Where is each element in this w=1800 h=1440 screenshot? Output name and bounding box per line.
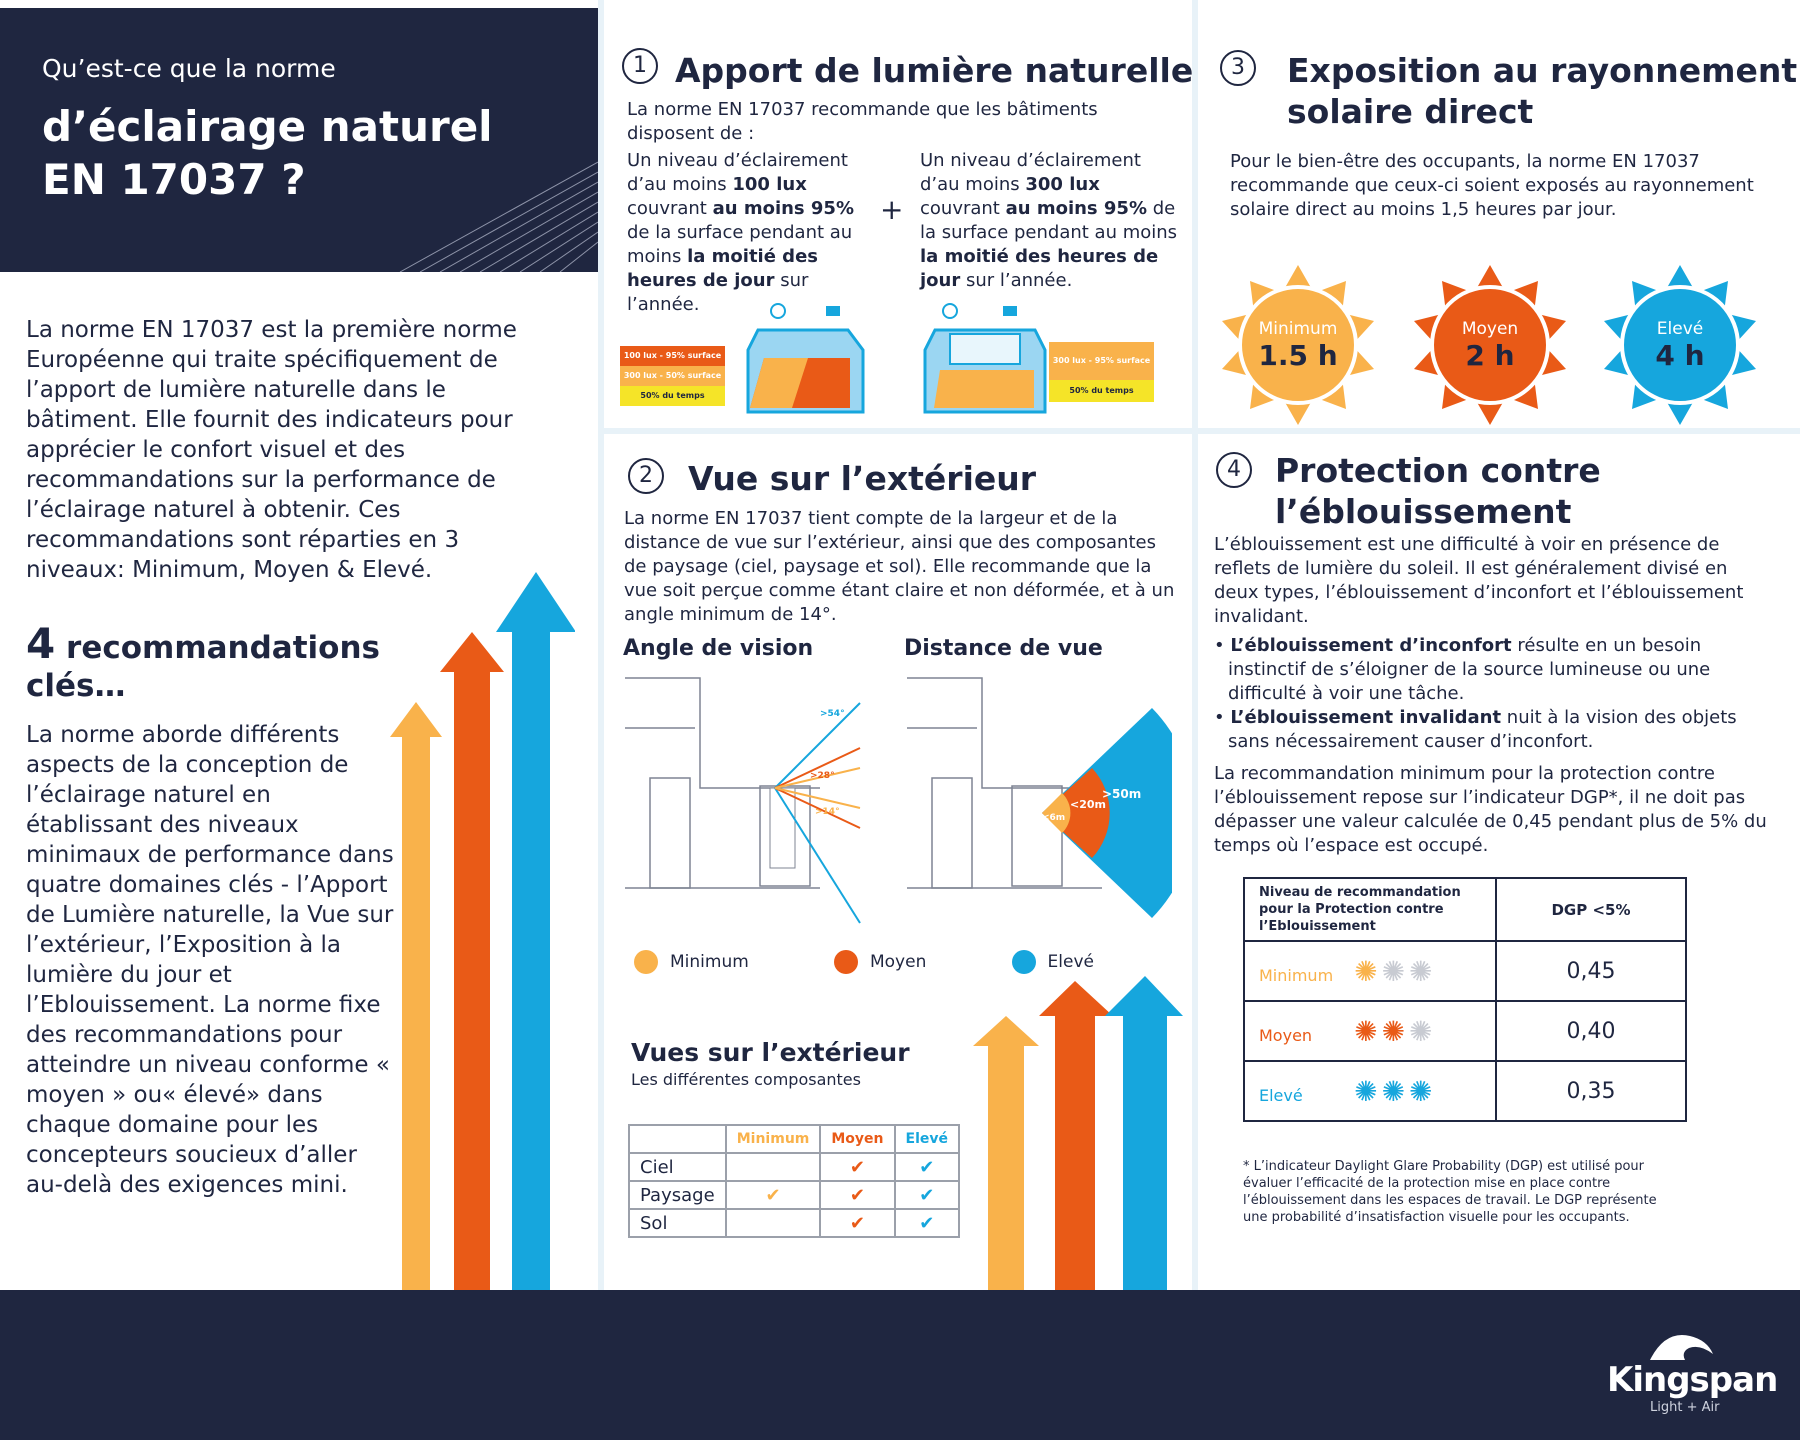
sun-moyen: Moyen 2 h	[1410, 265, 1570, 425]
sun-moyen-icon	[1414, 265, 1566, 425]
section-number: 3	[1220, 50, 1256, 86]
hero-title: d’éclairage naturel EN 17037 ?	[42, 102, 493, 204]
angle-label: >54°	[820, 709, 845, 719]
s2-legend: Minimum Moyen Elevé	[634, 950, 1094, 974]
sun-minimum: Minimum 1.5 h	[1218, 265, 1378, 425]
sun-eleve-icon	[1604, 265, 1756, 425]
arrow-eleve	[496, 572, 575, 1290]
table-header-row: Niveau de recommandation pour la Protect…	[1243, 877, 1687, 942]
header-minimum: Minimum	[724, 1124, 822, 1154]
bullet-item: • L’éblouissement d’inconfort résulte en…	[1214, 635, 1711, 704]
table-row: Ciel ✔ ✔	[628, 1152, 961, 1182]
plus-sign: +	[880, 193, 904, 226]
kingspan-lion-logo	[1650, 1335, 1713, 1360]
table-row: Minimum ✺ ✺ ✺ 0,45	[1243, 940, 1687, 1002]
separator	[598, 0, 604, 1290]
minimum-dot-icon	[634, 950, 658, 974]
distance-title: Distance de vue	[904, 636, 1103, 661]
bullet-item: • L’éblouissement invalidant nuit à la v…	[1214, 707, 1737, 752]
footnote: * L’indicateur Daylight Glare Probabilit…	[1243, 1159, 1657, 1225]
table-row: Paysage ✔ ✔ ✔	[628, 1180, 961, 1210]
header-level: Niveau de recommandation pour la Protect…	[1243, 877, 1497, 942]
table-header-row: Minimum Moyen Elevé	[628, 1124, 961, 1154]
arrow-minimum	[973, 1016, 1039, 1290]
sun-rating-icons: ✺ ✺ ✺	[1354, 1014, 1433, 1048]
s1-col-b: Un niveau d’éclairement d’au moins 300 l…	[920, 150, 1178, 291]
views-subtitle: Les différentes composantes	[631, 1070, 861, 1089]
room-illustration-a	[746, 303, 865, 414]
table-row: Moyen ✺ ✺ ✺ 0,40	[1243, 1000, 1687, 1062]
sun-label: Minimum	[1258, 318, 1338, 339]
angle-title: Angle de vision	[623, 636, 814, 661]
intro-paragraph: La norme EN 17037 est la première norme …	[26, 317, 517, 583]
s4-title: Protection contre l’éblouissement	[1275, 451, 1601, 531]
table-row: Sol ✔ ✔	[628, 1208, 961, 1238]
hero-question: Qu’est-ce que la norme	[42, 54, 336, 83]
key-title-a: recommandations	[66, 630, 380, 666]
hero-lines-decoration	[399, 161, 598, 272]
angle-label: >28°	[810, 771, 835, 781]
separator	[1192, 0, 1198, 1290]
views-title: Vues sur l’extérieur	[631, 1038, 910, 1067]
s1-title: Apport de lumière naturelle	[675, 51, 1194, 90]
angle-label: >14°	[815, 807, 840, 817]
section-number: 2	[628, 458, 664, 494]
header-eleve: Elevé	[893, 1124, 961, 1154]
s2-title: Vue sur l’extérieur	[688, 459, 1037, 498]
sun-label: Moyen	[1461, 318, 1519, 339]
arrow-minimum	[390, 702, 442, 1290]
growth-arrows-left	[390, 572, 575, 1290]
s1-col-a: Un niveau d’éclairement d’au moins 100 l…	[627, 150, 854, 315]
glare-table: Niveau de recommandation pour la Protect…	[1243, 877, 1687, 1122]
header-moyen: Moyen	[819, 1124, 896, 1154]
sun-value: 1.5 h	[1258, 338, 1338, 372]
s4-body2: La recommandation minimum pour la protec…	[1214, 763, 1767, 856]
sun-eleve: Elevé 4 h	[1600, 265, 1760, 425]
sun-label: Elevé	[1656, 318, 1704, 339]
legend-item: Moyen	[833, 950, 926, 974]
brand-tagline: Light + Air	[1650, 1400, 1720, 1415]
separator	[598, 428, 1800, 434]
views-table: Minimum Moyen Elevé Ciel ✔ ✔ Paysage ✔ ✔…	[628, 1124, 961, 1238]
s4-bullets: • L’éblouissement d’inconfort résulte en…	[1214, 634, 1774, 754]
s1-legend-a: 100 lux - 95% surface 300 lux - 50% surf…	[620, 346, 725, 406]
footer-bar	[0, 1290, 1800, 1440]
growth-arrows-middle	[973, 976, 1183, 1290]
distance-label: <6m	[1042, 813, 1065, 823]
eleve-dot-icon	[1011, 950, 1036, 974]
sun-rating-icons: ✺ ✺ ✺	[1354, 954, 1433, 988]
sun-value: 4 h	[1655, 338, 1705, 372]
legend-item: Minimum	[634, 950, 749, 974]
hero-banner: Qu’est-ce que la norme d’éclairage natur…	[0, 8, 598, 272]
sun-minimum-icon	[1222, 265, 1374, 425]
s1-intro: La norme EN 17037 recommande que les bât…	[627, 99, 1098, 144]
sun-rating-icons: ✺ ✺ ✺	[1354, 1074, 1433, 1108]
angle-diagram: >54° >28° >14°	[625, 677, 861, 924]
distance-label: <20m	[1070, 798, 1106, 811]
key-paragraph: La norme aborde différents aspects de la…	[26, 722, 394, 1198]
moyen-dot-icon	[833, 950, 858, 974]
s3-title: Exposition au rayonnement solaire direct	[1287, 51, 1798, 131]
header-dgp: DGP <5%	[1495, 877, 1687, 942]
distance-diagram: <6m <20m >50m	[907, 677, 1172, 918]
sun-value: 2 h	[1465, 338, 1515, 372]
arrow-moyen	[440, 632, 504, 1290]
room-illustration-b	[923, 303, 1047, 414]
distance-label: >50m	[1102, 787, 1141, 801]
legend-item: Elevé	[1011, 950, 1094, 974]
key-heading: 4 recommandations clés…	[26, 623, 406, 705]
arrow-moyen	[1039, 981, 1113, 1290]
table-row: Elevé ✺ ✺ ✺ 0,35	[1243, 1060, 1687, 1122]
key-number: 4	[26, 619, 56, 668]
s1-legend-b: 300 lux - 95% surface 50% du temps	[1049, 342, 1154, 402]
brand-name: Kingspan	[1607, 1360, 1778, 1400]
s2-body: La norme EN 17037 tient compte de la lar…	[624, 508, 1175, 625]
key-title-b: clés…	[26, 668, 126, 704]
section-number: 1	[622, 48, 658, 84]
arrow-eleve	[1105, 976, 1183, 1290]
s4-body: L’éblouissement est une difficulté à voi…	[1214, 534, 1744, 627]
s3-body: Pour le bien-être des occupants, la norm…	[1230, 151, 1754, 220]
section-number: 4	[1216, 452, 1252, 488]
